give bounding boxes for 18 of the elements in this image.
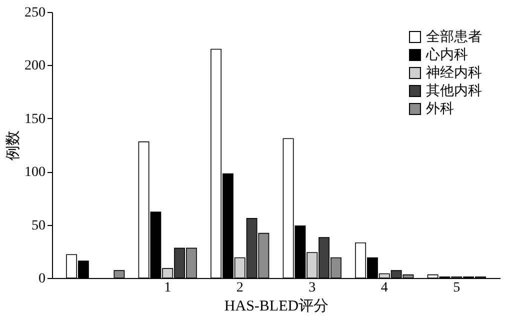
legend-label: 心内科: [425, 47, 468, 63]
y-axis-title: 例数: [6, 130, 22, 160]
y-tick-label: 150: [24, 112, 46, 127]
legend-label: 全部患者: [426, 29, 482, 45]
legend-label: 神经内科: [426, 65, 482, 81]
y-tick-label: 100: [24, 165, 46, 180]
x-tick-label: 5: [453, 280, 460, 296]
x-tick-label: 2: [236, 280, 244, 296]
legend-label: 其他内科: [426, 83, 482, 99]
y-tick-label: 50: [32, 218, 46, 234]
x-tick-label: 1: [164, 280, 172, 296]
legend-label: 外科: [426, 101, 454, 117]
y-tick-label: 200: [24, 58, 46, 74]
x-tick-label: 4: [380, 280, 388, 296]
x-axis-title: HAS-BLED评分: [224, 298, 329, 314]
x-tick-label: 3: [308, 280, 316, 296]
y-tick-label: 250: [24, 6, 46, 20]
y-tick-label: 0: [38, 272, 46, 286]
